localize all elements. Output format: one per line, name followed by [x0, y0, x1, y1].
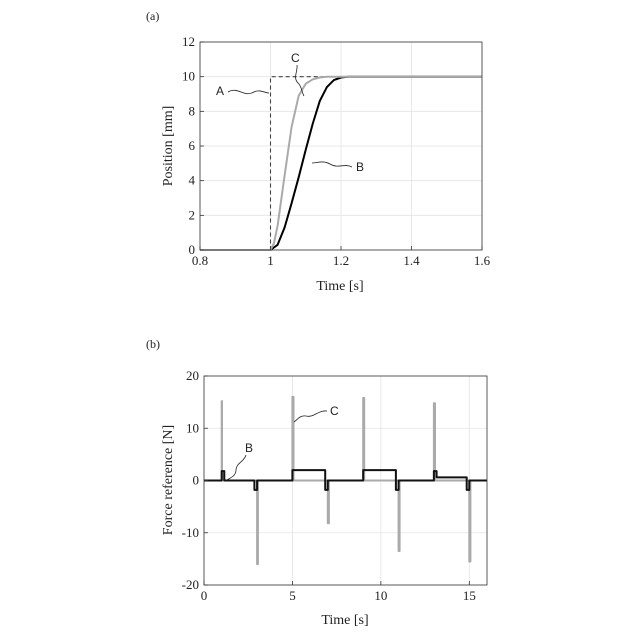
y-tick-label: 12: [182, 34, 195, 49]
annotation-b-bottom-leader: [227, 455, 246, 480]
panel-b-y-axis-label: Force reference [N]: [161, 425, 176, 535]
annotation-c-bottom: C: [294, 404, 339, 422]
annotation-b-bottom: B: [227, 441, 253, 480]
x-tick-label: 15: [463, 588, 476, 603]
annotation-c-bottom-leader: [294, 411, 327, 422]
annotation-b-top: B: [312, 160, 364, 174]
annotation-a: A: [216, 84, 269, 98]
panel-b-x-axis-label: Time [s]: [321, 613, 368, 628]
panel-a-y-axis-label: Position [mm]: [161, 106, 176, 187]
panel-a-grid: [200, 42, 482, 250]
x-tick-label: 1.2: [333, 253, 349, 268]
x-tick-label: 1: [267, 253, 274, 268]
panel-b-force-chart: (b) 0 5 10 15 -20 -10 0 10 20 Time [s] Force ref…: [146, 337, 487, 628]
annotation-b-top-label: B: [356, 160, 364, 174]
annotation-c-bottom-label: C: [330, 404, 339, 418]
x-tick-label: 5: [289, 588, 296, 603]
y-tick-label: 0: [193, 473, 200, 488]
annotation-a-leader: [228, 90, 269, 93]
y-tick-label: -10: [182, 525, 199, 540]
annotation-b-bottom-label: B: [245, 441, 253, 455]
panel-a-position-chart: (a) 0.811.21.41.6024681012 Time [s] Posi…: [146, 9, 491, 294]
panel-b-label: (b): [146, 337, 160, 351]
y-tick-label: 4: [189, 173, 196, 188]
y-tick-label: 8: [189, 103, 196, 118]
panel-a-label: (a): [146, 9, 159, 23]
y-tick-label: 6: [189, 138, 196, 153]
y-tick-label: 2: [189, 207, 196, 222]
y-tick-label: 20: [186, 368, 199, 383]
x-tick-label: 10: [374, 588, 387, 603]
y-tick-label: 10: [186, 420, 199, 435]
panel-a-ticks: 0.811.21.41.6024681012: [182, 34, 491, 268]
annotation-a-label: A: [216, 84, 224, 98]
x-tick-label: 0: [201, 588, 208, 603]
y-tick-label: 10: [182, 69, 195, 84]
annotation-c-top-label: C: [291, 51, 300, 65]
panel-b-series: [204, 397, 487, 564]
y-tick-label: 0: [189, 242, 196, 257]
x-tick-label: 1.6: [474, 253, 491, 268]
panel-a-x-axis-label: Time [s]: [316, 279, 363, 294]
annotation-b-top-leader: [312, 162, 352, 167]
y-tick-label: -20: [182, 577, 199, 592]
x-tick-label: 1.4: [403, 253, 420, 268]
annotation-c-top-leader: [296, 65, 304, 96]
